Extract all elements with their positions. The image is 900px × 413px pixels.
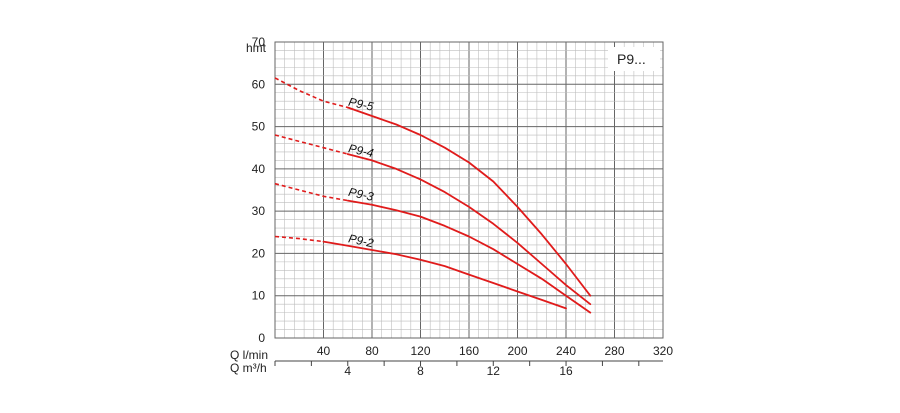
x-tick-label: 320 [653, 344, 673, 358]
pump-curves [274, 77, 592, 314]
pump-curve-labels: P9-5 P9-4 P9-3 P9-2 [347, 95, 375, 251]
y-tick-label: 40 [252, 162, 266, 176]
curve-label-p9-5: P9-5 [347, 95, 375, 114]
curve-p9-2-dashed [274, 235, 324, 243]
curve-label-p9-3: P9-3 [347, 185, 375, 204]
chart-grid [274, 41, 664, 339]
y-tick-label: 60 [252, 77, 266, 91]
y-tick-label: 50 [252, 120, 266, 134]
x2-tick-label: 4 [344, 364, 351, 378]
curve-label-p9-4: P9-4 [347, 141, 375, 160]
curve-p9-5-dashed [274, 77, 349, 109]
x2-tick-label: 8 [417, 364, 424, 378]
y-axis-ticks: 0 10 20 30 40 50 60 70 [252, 35, 266, 345]
x-tick-label: 40 [317, 344, 331, 358]
curve-p9-3 [346, 199, 592, 314]
x-tick-label: 120 [410, 344, 430, 358]
plot-frame [274, 41, 664, 339]
x2-axis-ticks: 4 8 12 16 [274, 360, 663, 378]
model-label-box [608, 47, 660, 71]
y-tick-label: 0 [258, 331, 265, 345]
y-tick-label: 20 [252, 246, 266, 260]
y-tick-label: 10 [252, 289, 266, 303]
curve-p9-2 [322, 240, 567, 310]
curve-p9-4-dashed [274, 134, 349, 155]
y-tick-label: 70 [252, 35, 266, 49]
y-tick-label: 30 [252, 204, 266, 218]
x-axis-label-flow-lmin: Q l/min [230, 348, 268, 362]
x2-tick-label: 12 [487, 364, 501, 378]
x2-tick-label: 16 [559, 364, 573, 378]
x-tick-label: 280 [604, 344, 624, 358]
x-tick-label: 80 [365, 344, 379, 358]
x-axis-label-flow-m3h: Q m³/h [230, 361, 267, 375]
curve-p9-3-dashed [274, 182, 348, 202]
x-tick-label: 200 [507, 344, 527, 358]
curve-p9-4 [346, 153, 592, 306]
curve-label-p9-2: P9-2 [347, 231, 375, 250]
y-axis-label: hmt [246, 41, 267, 55]
x-tick-label: 240 [556, 344, 576, 358]
x-axis-ticks: 40 80 120 160 200 240 280 320 [317, 344, 674, 358]
model-label: P9... [617, 51, 646, 67]
x-tick-label: 160 [459, 344, 479, 358]
curve-p9-5 [346, 106, 592, 297]
